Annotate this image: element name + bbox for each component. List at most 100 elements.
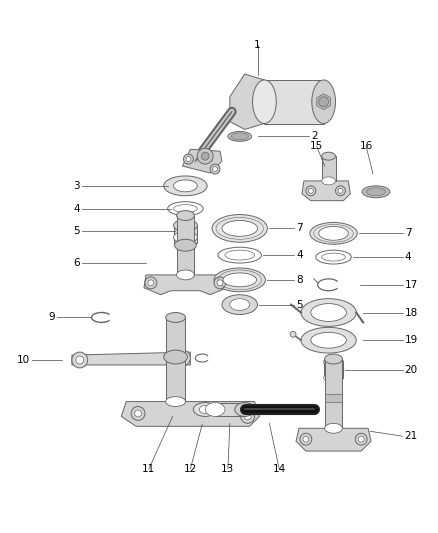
Circle shape — [308, 188, 313, 193]
Text: 15: 15 — [310, 141, 323, 151]
Text: 3: 3 — [73, 181, 80, 191]
Circle shape — [336, 186, 346, 196]
Text: 12: 12 — [184, 464, 197, 474]
Ellipse shape — [311, 332, 346, 348]
Ellipse shape — [324, 373, 343, 383]
Circle shape — [338, 188, 343, 193]
Polygon shape — [121, 401, 259, 426]
Text: 5: 5 — [296, 300, 303, 310]
Text: 16: 16 — [360, 141, 373, 151]
Ellipse shape — [199, 406, 211, 414]
Ellipse shape — [222, 221, 258, 236]
Bar — [321, 156, 336, 181]
Ellipse shape — [212, 215, 267, 243]
Text: 9: 9 — [49, 312, 55, 322]
Text: 6: 6 — [73, 258, 80, 268]
Text: 7: 7 — [296, 223, 303, 233]
Ellipse shape — [301, 327, 356, 353]
Circle shape — [197, 148, 213, 164]
Circle shape — [148, 280, 154, 286]
Circle shape — [217, 280, 223, 286]
Circle shape — [131, 407, 145, 421]
Ellipse shape — [324, 357, 343, 367]
Ellipse shape — [164, 350, 187, 364]
Ellipse shape — [193, 402, 217, 416]
Polygon shape — [317, 94, 331, 110]
Bar — [325, 359, 343, 429]
Text: 19: 19 — [405, 335, 418, 345]
Circle shape — [134, 410, 141, 417]
Ellipse shape — [362, 186, 390, 198]
Ellipse shape — [173, 220, 197, 231]
Ellipse shape — [310, 222, 357, 244]
Circle shape — [355, 433, 367, 445]
Ellipse shape — [325, 423, 343, 433]
Circle shape — [72, 352, 88, 368]
Ellipse shape — [321, 152, 336, 160]
Text: 4: 4 — [405, 252, 411, 262]
Circle shape — [210, 164, 220, 174]
Circle shape — [145, 277, 157, 289]
Polygon shape — [72, 352, 191, 365]
Circle shape — [319, 97, 328, 107]
Circle shape — [212, 166, 218, 172]
Ellipse shape — [230, 298, 250, 311]
Ellipse shape — [166, 397, 185, 407]
Text: 8: 8 — [296, 275, 303, 285]
Ellipse shape — [166, 312, 185, 322]
Bar — [215, 402, 245, 416]
Text: 4: 4 — [296, 250, 303, 260]
Ellipse shape — [205, 402, 225, 416]
Bar — [265, 80, 324, 124]
Circle shape — [186, 157, 191, 161]
Ellipse shape — [164, 176, 207, 196]
Bar — [325, 394, 343, 401]
Circle shape — [241, 409, 254, 423]
Circle shape — [214, 277, 226, 289]
Ellipse shape — [223, 273, 257, 287]
Ellipse shape — [235, 402, 254, 416]
Ellipse shape — [325, 354, 343, 364]
Text: 5: 5 — [73, 227, 80, 236]
Circle shape — [201, 152, 209, 160]
Polygon shape — [144, 275, 227, 295]
Text: 11: 11 — [142, 464, 155, 474]
Ellipse shape — [173, 180, 197, 192]
Ellipse shape — [311, 304, 346, 321]
Bar — [173, 225, 197, 243]
Ellipse shape — [214, 268, 265, 292]
Text: 20: 20 — [405, 365, 418, 375]
Ellipse shape — [173, 205, 197, 213]
Circle shape — [244, 413, 251, 420]
Bar — [324, 362, 343, 378]
Ellipse shape — [366, 188, 386, 196]
Text: 17: 17 — [405, 280, 418, 290]
Text: 14: 14 — [272, 464, 286, 474]
Polygon shape — [230, 74, 265, 130]
Ellipse shape — [177, 211, 194, 221]
Ellipse shape — [228, 132, 251, 141]
Text: 21: 21 — [405, 431, 418, 441]
Circle shape — [184, 154, 193, 164]
Ellipse shape — [321, 177, 336, 185]
Circle shape — [300, 433, 312, 445]
Ellipse shape — [177, 270, 194, 280]
Polygon shape — [296, 429, 371, 451]
Ellipse shape — [319, 227, 348, 240]
Ellipse shape — [225, 250, 254, 260]
Ellipse shape — [222, 295, 258, 314]
Circle shape — [179, 354, 187, 362]
Ellipse shape — [312, 80, 336, 124]
Ellipse shape — [173, 231, 197, 243]
Ellipse shape — [253, 80, 276, 124]
Text: 10: 10 — [17, 355, 30, 365]
Text: 18: 18 — [405, 308, 418, 318]
Ellipse shape — [301, 298, 356, 326]
Text: 7: 7 — [405, 228, 411, 238]
Circle shape — [175, 350, 191, 366]
Polygon shape — [183, 149, 222, 173]
Circle shape — [76, 356, 84, 364]
Circle shape — [290, 332, 296, 337]
Bar — [166, 318, 185, 401]
Text: 13: 13 — [221, 464, 234, 474]
